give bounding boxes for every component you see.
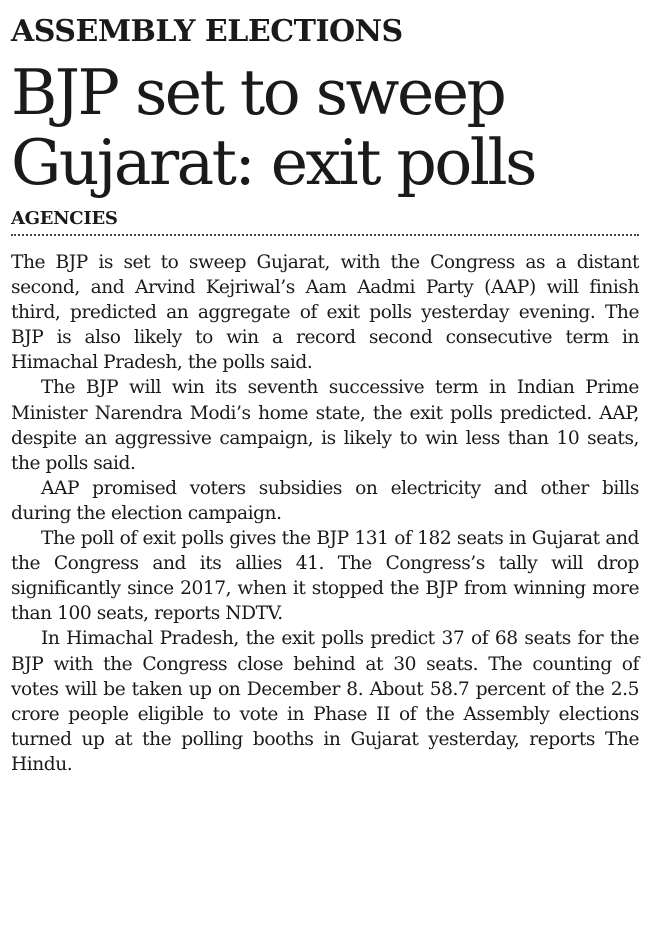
news-article: ASSEMBLY ELECTIONS BJP set to sweep Guja… — [11, 14, 639, 777]
paragraph: AAP promised voters subsidies on electri… — [11, 477, 639, 524]
byline: AGENCIES — [11, 208, 118, 229]
headline: BJP set to sweep Gujarat: exit polls — [11, 58, 639, 198]
paragraph: The poll of exit polls gives the BJP 131… — [11, 528, 639, 625]
article-body: The BJP is set to sweep Gujarat, with th… — [11, 250, 639, 777]
headline-line-2: Gujarat: exit polls — [11, 126, 537, 199]
paragraph: The BJP will win its seventh successive … — [11, 377, 639, 474]
paragraph: The BJP is set to sweep Gujarat, with th… — [11, 252, 639, 374]
section-kicker: ASSEMBLY ELECTIONS — [11, 14, 403, 49]
headline-line-1: BJP set to sweep — [11, 56, 507, 129]
paragraph: In Himachal Pradesh, the exit polls pred… — [11, 628, 639, 775]
dotted-divider — [11, 234, 639, 236]
